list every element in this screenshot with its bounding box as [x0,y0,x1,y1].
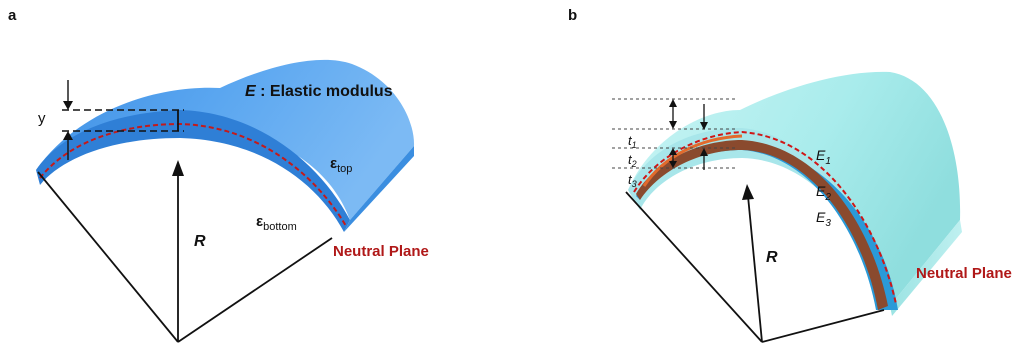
wedge-left-a [37,171,179,343]
t1-arrow-head-up [669,99,677,107]
plate-a-top-surface [36,59,415,220]
e1-symbol: E [816,147,826,163]
epsilon-bottom-subscript: bottom [263,221,297,233]
t2-subscript: 2 [631,159,637,169]
e1-label: E1 [816,147,831,167]
panel-a-label: a [8,7,17,24]
t3-arrow-head-down [669,161,677,168]
epsilon-top-label: εtop [330,155,352,175]
t1-arrow-head-down [669,121,677,129]
radius-arrowhead-b [742,184,754,200]
epsilon-bottom-label: εbottom [256,213,297,233]
arrow-up-head-a [63,131,73,140]
plate-a-side-face [344,146,414,232]
y-label: y [38,110,46,127]
t1-symbol: t [628,133,633,148]
epsilon-top-subscript: top [337,163,352,175]
panel-b-label: b [568,7,577,24]
e-description: : Elastic modulus [256,83,393,100]
epsilon-top-symbol: ε [330,155,337,172]
t1-label: t1 [628,133,637,150]
t2-label: t2 [628,152,637,169]
radius-label-b: R [766,249,778,266]
neutral-plane-label-b: Neutral Plane [916,265,1012,282]
layer-2 [636,140,888,310]
e2-subscript: 2 [824,192,831,203]
plate-b-side-face [890,220,962,316]
neutral-plane-label-a: Neutral Plane [333,243,429,260]
e2-symbol: E [816,183,826,199]
plate-b-front-face [628,128,890,310]
t3-symbol: t [628,172,633,187]
e3-subscript: 3 [825,218,831,229]
plate-a-front-face [36,110,350,232]
t3-subscript: 3 [632,179,637,189]
radius-arrow-b [747,195,763,343]
epsilon-bottom-symbol: ε [256,213,263,230]
wedge-right-b [761,309,885,343]
plate-b-top-surface [628,71,961,306]
wedge-left-b [625,191,763,343]
np-up-arrow-head [700,148,708,156]
e-symbol: E [245,83,257,100]
e3-symbol: E [816,209,826,225]
layer-3 [636,146,898,310]
radius-arrowhead-a [172,160,184,176]
e1-subscript: 1 [825,156,831,167]
t3-arrow-head-up [669,148,677,155]
panel-a: a y E : Elastic modulus εtop εbottom R N… [8,7,429,343]
wedge-right-a [177,237,333,343]
layer-2-highlight [642,134,743,187]
t3-label: t3 [628,172,637,189]
t2-symbol: t [628,152,633,167]
t1-subscript: 1 [632,140,637,150]
elastic-modulus-label: E : Elastic modulus [245,83,393,100]
radius-label-a: R [194,233,206,250]
neutral-plane-line-a [39,122,347,227]
e2-label: E2 [816,183,831,203]
e3-label: E3 [816,209,831,229]
np-arrow-head [700,122,708,130]
panel-b: b [568,7,1012,343]
arrow-down-head-a [63,101,73,110]
neutral-plane-line-b [633,130,897,305]
